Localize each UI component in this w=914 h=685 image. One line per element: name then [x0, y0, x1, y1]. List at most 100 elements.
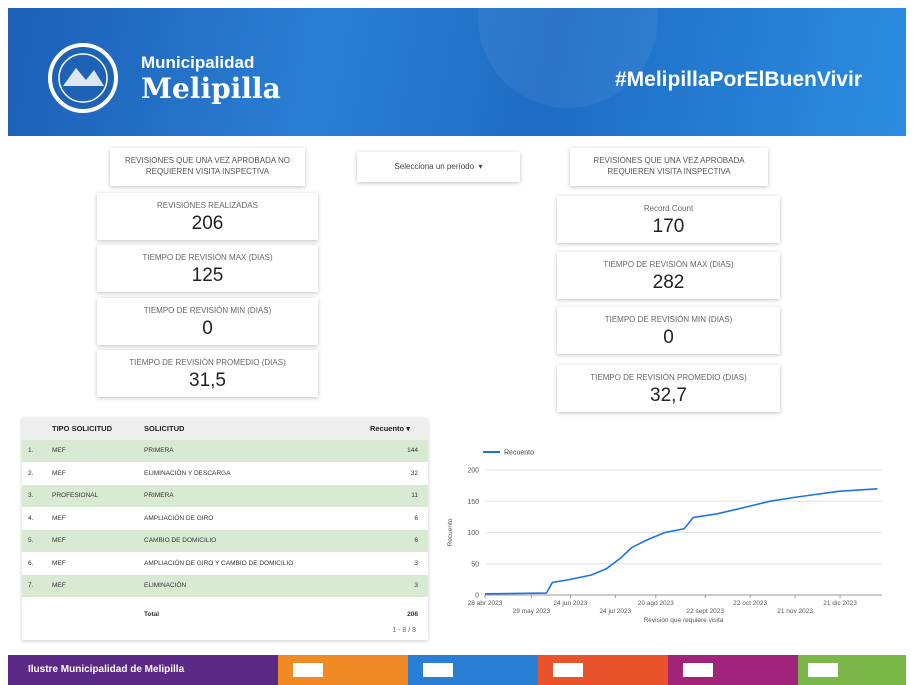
- period-selector[interactable]: Selecciona un período ▾: [357, 152, 520, 182]
- scorecard-label: TIEMPO DE REVISIÓN MAX (DIAS): [557, 260, 780, 269]
- y-tick-label: 0: [475, 593, 479, 600]
- scorecard: TIEMPO DE REVISIÓN PROMEDIO (DIAS)32,7: [557, 365, 780, 412]
- scorecard-label: TIEMPO DE REVISIÓN PROMEDIO (DIAS): [97, 358, 318, 367]
- scorecard: TIEMPO DE REVISIÓN MAX (DIAS) 125: [97, 245, 318, 292]
- cell: 6: [414, 530, 418, 552]
- total-row: Total 206: [22, 604, 428, 626]
- x-tick-label: 21 nov 2023: [777, 608, 813, 615]
- cell: 6: [414, 508, 418, 530]
- total-label: Total: [144, 604, 159, 626]
- table-row: 3. PROFESIONAL PRIMERA 11: [22, 485, 428, 507]
- header-cell: TIPO SOLICITUD: [52, 418, 112, 440]
- scorecard-label: Record Count: [557, 204, 780, 213]
- puzzle: [293, 663, 323, 677]
- line: [485, 489, 878, 594]
- decor: [478, 8, 658, 108]
- scorecard-label: TIEMPO DE REVISIÓN MIN (DIAS): [97, 306, 318, 315]
- scorecard-value: 0: [97, 318, 318, 340]
- scorecard: TIEMPO DE REVISIÓN MIN (DIAS) 0: [97, 298, 318, 345]
- scorecard-value: 206: [97, 213, 318, 235]
- scorecard-label: TIEMPO DE REVISIÓN MAX (DIAS): [97, 253, 318, 262]
- cell: MEF: [52, 575, 66, 597]
- puzzle: [683, 663, 713, 677]
- left-caption-box: REVISIONES QUE UNA VEZ APROBADA NO REQUI…: [110, 148, 305, 186]
- x-tick-label: 20 ago 2023: [638, 600, 675, 607]
- x-tick-label: 24 jul 2023: [599, 608, 631, 615]
- x-tick-label: 21 dic 2023: [823, 600, 857, 607]
- cell: 32: [411, 463, 418, 485]
- puzzle: [423, 663, 453, 677]
- y-tick-label: 200: [467, 468, 479, 475]
- scorecard-label: TIEMPO DE REVISIÓN MIN (DIAS): [557, 315, 780, 324]
- x-tick-label: 24 jun 2023: [553, 600, 587, 607]
- scorecard-value: 32,7: [557, 385, 780, 407]
- period-label[interactable]: Selecciona un período: [394, 162, 474, 171]
- table-row: 6. MEF AMPLIACIÓN DE GIRO Y CAMBIO DE DOMI…: [22, 553, 428, 575]
- table-row: 1. MEF PRIMERA 144: [22, 440, 428, 462]
- cell: PROFESIONAL: [52, 485, 98, 507]
- row-index: 4.: [28, 508, 33, 530]
- cell: AMPLIACIÓN DE GIRO Y CAMBIO DE DOMICILIO: [144, 553, 293, 575]
- page: {"header": {"brand_line1": "Municipalida…: [0, 0, 914, 685]
- row-index: 1.: [28, 440, 33, 462]
- scorecard-value: 125: [97, 265, 318, 287]
- table-row: 7. MEF ELIMINACIÓN 3: [22, 575, 428, 597]
- scorecard-value: 0: [557, 327, 780, 349]
- scorecard: TIEMPO DE REVISIÓN MIN (DIAS) 0: [557, 307, 780, 354]
- cell: 3: [414, 575, 418, 597]
- table-header: TIPO SOLICITUDSOLICITUDRecuento ▾: [22, 418, 428, 440]
- scorecard-value: 31,5: [97, 370, 318, 392]
- cell: CAMBIO DE DOMICILIO: [144, 530, 216, 552]
- right-caption: REVISIONES QUE UNA VEZ APROBADA REQUIERE…: [570, 148, 768, 177]
- footer-text: Ilustre Municipalidad de Melipilla: [28, 664, 184, 675]
- line-chart: 05010015020028 abr 202329 may 202324 jun…: [438, 440, 898, 640]
- brand-line2: Melipilla: [141, 72, 281, 105]
- y-tick-label: 50: [471, 561, 479, 568]
- legend-label: Recuento: [504, 450, 534, 457]
- puzzle: [553, 663, 583, 677]
- cell: MEF: [52, 440, 66, 462]
- footer: Ilustre Municipalidad de Melipilla: [8, 655, 906, 685]
- cell: PRIMERA: [144, 440, 174, 462]
- total-value: 206: [407, 604, 418, 626]
- scorecard: TIEMPO DE REVISIÓN PROMEDIO (DIAS) 31,5: [97, 350, 318, 397]
- cell: PRIMERA: [144, 485, 174, 507]
- scorecard: TIEMPO DE REVISIÓN MAX (DIAS)282: [557, 252, 780, 299]
- scorecard-label: REVISIONES REALIZADAS: [97, 201, 318, 210]
- row-index: 6.: [28, 553, 33, 575]
- cell: MEF: [52, 553, 66, 575]
- row-index: 5.: [28, 530, 33, 552]
- x-tick-label: 22 oct 2023: [733, 600, 767, 607]
- row-index: 2.: [28, 463, 33, 485]
- cell: MEF: [52, 508, 66, 530]
- hashtag: #MelipillaPorElBuenVivir: [615, 68, 862, 92]
- scorecard-value: 170: [557, 216, 780, 238]
- brand-line1: Municipalidad: [141, 53, 254, 73]
- cell: ELIMINACIÓN: [144, 575, 186, 597]
- table-row: 4. MEF AMPLIACIÓN DE GIRO 6: [22, 508, 428, 530]
- right-caption-box: REVISIONES QUE UNA VEZ APROBADA REQUIERE…: [570, 148, 768, 186]
- header: Municipalidad Melipilla #MelipillaPorElB…: [8, 8, 906, 136]
- cell: 11: [411, 485, 418, 507]
- cell: MEF: [52, 530, 66, 552]
- cell: 3: [414, 553, 418, 575]
- header-cell: SOLICITUD: [144, 418, 184, 440]
- left-caption: REVISIONES QUE UNA VEZ APROBADA NO REQUI…: [110, 148, 305, 177]
- cell: AMPLIACIÓN DE GIRO: [144, 508, 213, 530]
- row-index: 3.: [28, 485, 33, 507]
- y-tick-label: 150: [467, 499, 479, 506]
- x-tick-label: 28 abr 2023: [468, 600, 503, 607]
- cell: 144: [407, 440, 418, 462]
- table-row: 2. MEF ELIMINACIÓN Y DESCARGA 32: [22, 463, 428, 485]
- puzzle: [808, 663, 838, 677]
- table-row: 5. MEF CAMBIO DE DOMICILIO 6: [22, 530, 428, 552]
- scorecard: REVISIONES REALIZADAS 206: [97, 193, 318, 240]
- pagination: 1 - 8 / 8: [392, 627, 416, 634]
- row-index: 7.: [28, 575, 33, 597]
- cell: MEF: [52, 463, 66, 485]
- scorecard: Record Count 170: [557, 196, 780, 243]
- y-axis-label: Recuento: [447, 518, 454, 546]
- x-tick-label: 22 sept 2023: [686, 608, 724, 615]
- cell: ELIMINACIÓN Y DESCARGA: [144, 463, 230, 485]
